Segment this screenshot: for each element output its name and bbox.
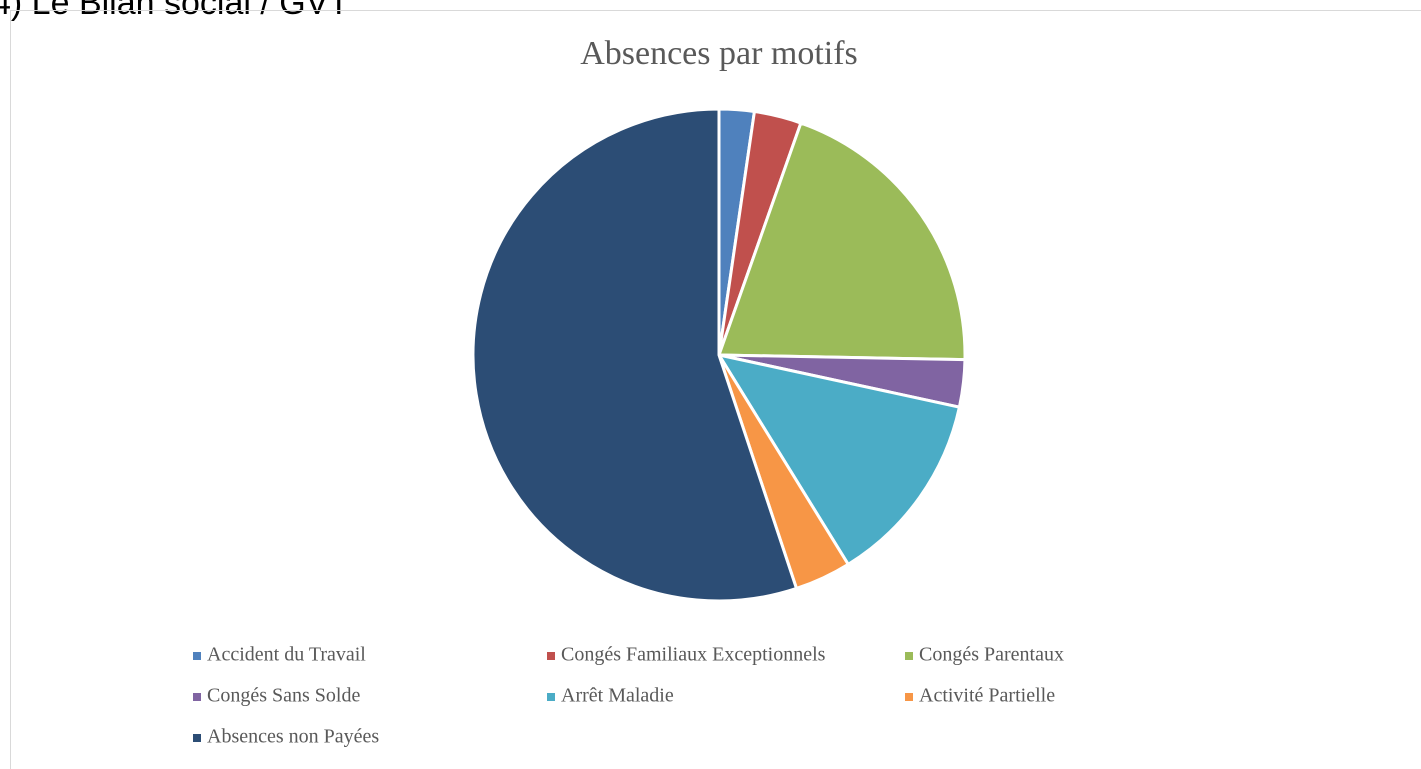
legend-label: Congés Parentaux [919,644,1064,666]
legend-marker [193,652,201,660]
chart-border [10,10,1421,769]
legend-label: Arrêt Maladie [561,685,674,707]
legend-label: Accident du Travail [207,644,366,666]
legend-marker [547,693,555,701]
pie-slice [471,107,799,603]
legend-marker [905,652,913,660]
legend-label: Congés Sans Solde [207,685,360,707]
legend-marker [193,734,201,742]
legend-marker [547,652,555,660]
chart-title: Absences par motifs [580,35,858,72]
legend-label: Congés Familiaux Exceptionnels [561,644,826,666]
legend-marker [193,693,201,701]
pie-slice [716,121,967,362]
legend-label: Activité Partielle [919,685,1055,707]
legend-label: Absences non Payées [207,726,379,748]
pie-slice [715,352,962,567]
legend-marker [905,693,913,701]
